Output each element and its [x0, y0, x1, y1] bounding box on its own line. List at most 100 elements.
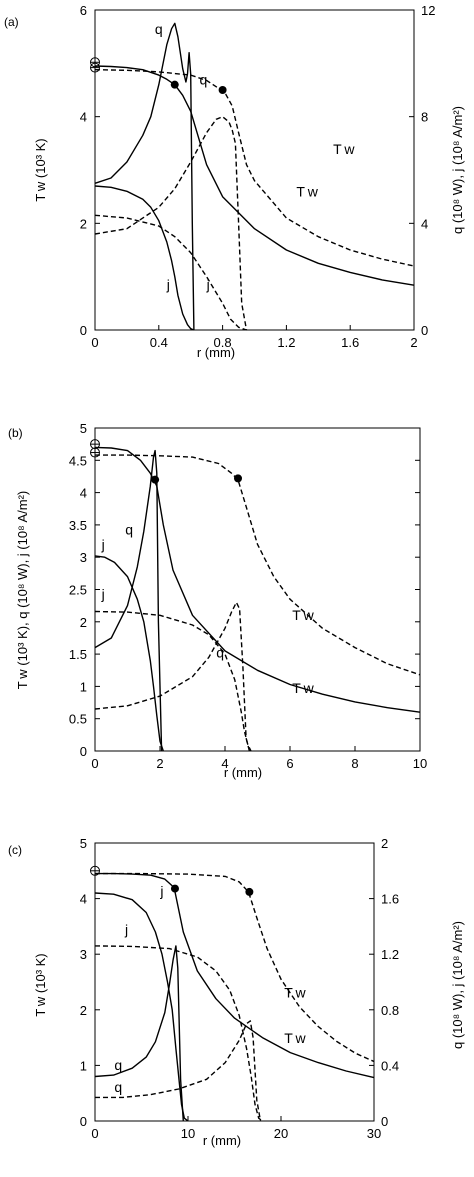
y2-tick-label: 0	[381, 1114, 388, 1129]
x-axis-label: r (mm)	[197, 345, 235, 360]
y-tick-label: 5	[80, 421, 87, 436]
series-line	[94, 892, 189, 1122]
x-tick-label: 20	[274, 1126, 288, 1141]
y-tick-label: 0	[80, 744, 87, 759]
curve-label: q	[114, 1057, 122, 1073]
y2-tick-label: 0.8	[381, 1003, 399, 1018]
curve-label: j	[101, 536, 105, 552]
curve-label: q	[114, 1079, 122, 1095]
y-tick-label: 5	[80, 836, 87, 851]
x-axis-label: r (mm)	[224, 765, 262, 780]
curve-label: j	[166, 276, 170, 292]
y-tick-label: 4	[80, 892, 87, 907]
curve-label: j	[159, 883, 163, 899]
y-axis-label-left: T w (10³ K)	[33, 953, 48, 1016]
curve-label: T w	[284, 985, 306, 1001]
curve-label: j	[101, 586, 105, 602]
series-line	[95, 872, 375, 1079]
series-line	[94, 945, 184, 1122]
series-line	[94, 945, 263, 1122]
panel-label: (c)	[8, 843, 22, 857]
curve-label: q	[125, 522, 133, 538]
x-tick-label: 6	[286, 756, 293, 771]
x-tick-label: 4	[221, 756, 228, 771]
curve-label: T w	[292, 607, 314, 623]
y-tick-label: 2	[80, 615, 87, 630]
y-tick-label: 0	[80, 323, 87, 338]
curve-label: q	[216, 644, 224, 660]
x-tick-label: 30	[367, 1126, 381, 1141]
x-tick-label: 0.4	[150, 335, 168, 350]
y-tick-label: 3	[80, 550, 87, 565]
series-line	[94, 555, 164, 752]
x-tick-label: 1.6	[341, 335, 359, 350]
y-tick-label: 4	[80, 486, 87, 501]
y-axis-label-right: q (10⁸ W), j (10⁸ A/m²)	[450, 106, 465, 234]
y-tick-label: 1	[80, 679, 87, 694]
y2-tick-label: 0.4	[381, 1058, 399, 1073]
y-tick-label: 4.5	[69, 453, 87, 468]
curve-label: j	[124, 922, 128, 938]
x-tick-label: 10	[413, 756, 427, 771]
series-line	[95, 872, 375, 1063]
series-line	[94, 22, 195, 331]
series-line	[94, 214, 247, 331]
curve-label: j	[206, 276, 210, 292]
x-tick-label: 1.2	[277, 335, 295, 350]
y-tick-label: 4	[80, 110, 87, 125]
y-tick-label: 1.5	[69, 647, 87, 662]
y-axis-label-left: T w (10³ K), q (10⁸ W), j (10⁸ A/m²)	[15, 491, 30, 690]
y-tick-label: 1	[80, 1058, 87, 1073]
x-tick-label: 2	[156, 756, 163, 771]
plot-frame	[94, 9, 415, 331]
y-axis-label-right: q (10⁸ W), j (10⁸ A/m²)	[450, 921, 465, 1049]
series-line	[94, 449, 163, 752]
y2-tick-label: 1.6	[381, 892, 399, 907]
series-line	[95, 1020, 262, 1122]
curve-label: q	[200, 72, 208, 88]
x-axis-label: r (mm)	[203, 1133, 241, 1148]
filled-circle-marker	[245, 887, 254, 896]
y-tick-label: 2.5	[69, 583, 87, 598]
panel-label: (b)	[8, 426, 23, 440]
y-tick-label: 6	[80, 3, 87, 18]
series-line	[94, 65, 415, 286]
y-tick-label: 0	[80, 1114, 87, 1129]
y2-tick-label: 4	[421, 216, 428, 231]
y2-tick-label: 0	[421, 323, 428, 338]
series-line	[94, 115, 248, 331]
y2-tick-label: 12	[421, 3, 435, 18]
curve-label: T w	[284, 1030, 306, 1046]
curve-label: q	[155, 21, 163, 37]
y2-tick-label: 1.2	[381, 947, 399, 962]
y-axis-label-left: T w (10³ K)	[33, 138, 48, 201]
y-tick-label: 2	[80, 216, 87, 231]
plot-frame	[94, 842, 375, 1122]
x-tick-label: 2	[410, 335, 417, 350]
curve-label: T w	[296, 184, 318, 200]
y-tick-label: 3.5	[69, 518, 87, 533]
chart-panel-2: 0 2 4 6 8 10 0 0.5 1 1.5 2 2.5 3 3.5 4 4.5 5 j j q q T w T w (b…	[8, 421, 427, 780]
y2-tick-label: 8	[421, 110, 428, 125]
filled-circle-marker	[170, 884, 179, 893]
plot-frame	[94, 427, 421, 752]
x-tick-label: 10	[181, 1126, 195, 1141]
curve-label: T w	[292, 680, 314, 696]
x-tick-label: 0.8	[214, 335, 232, 350]
y-tick-label: 0.5	[69, 712, 87, 727]
x-tick-label: 8	[351, 756, 358, 771]
filled-circle-marker	[234, 474, 242, 483]
series-line	[94, 185, 195, 331]
filled-circle-marker	[218, 86, 227, 94]
series-line	[94, 446, 421, 713]
panel-label: (a)	[4, 15, 19, 29]
x-tick-label: 0	[91, 1126, 98, 1141]
series-line	[94, 610, 252, 752]
curve-label: T w	[333, 141, 355, 157]
series-line	[95, 454, 421, 676]
x-tick-label: 0	[91, 335, 98, 350]
y-tick-label: 2	[80, 1003, 87, 1018]
